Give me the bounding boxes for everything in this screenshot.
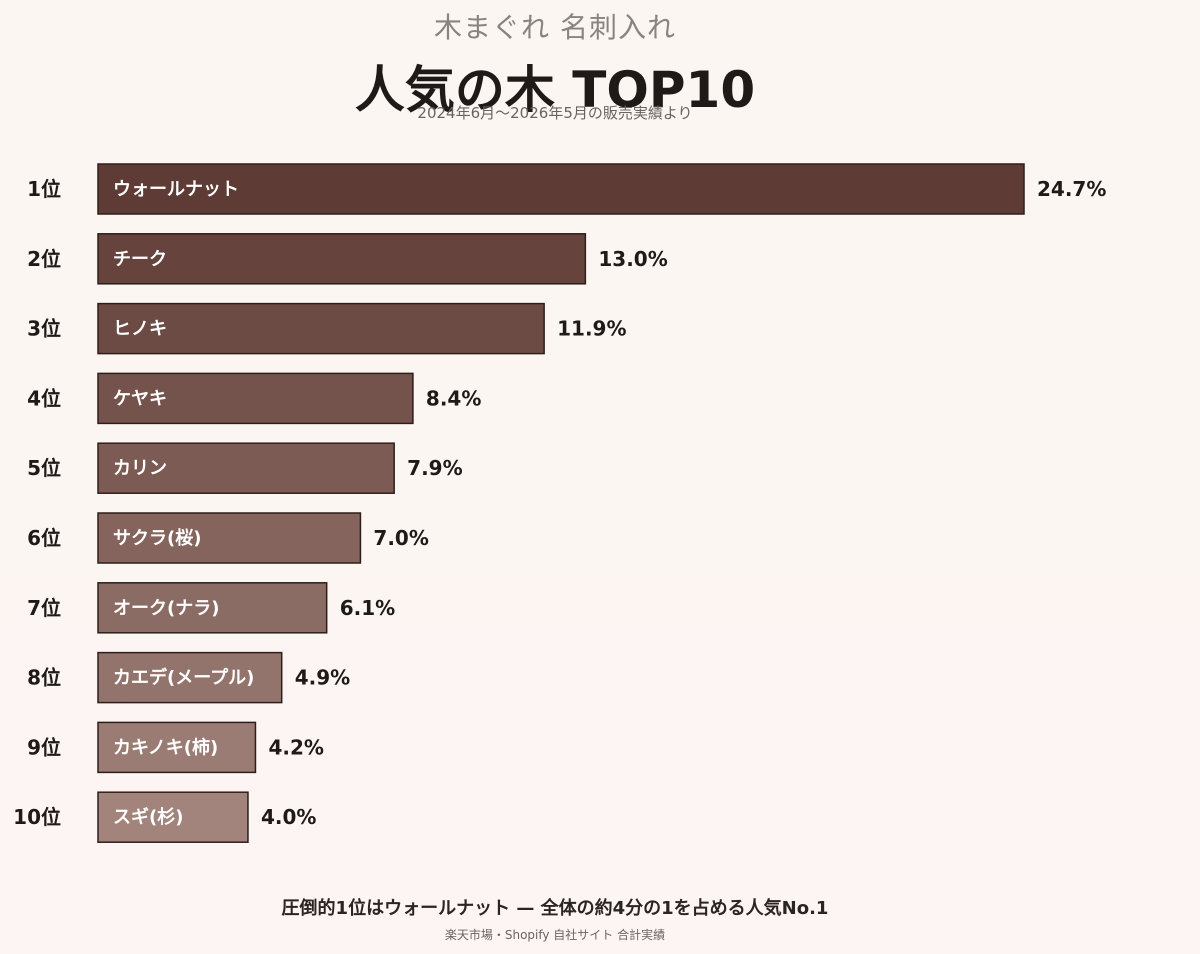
bar-category-label: チーク <box>113 249 167 270</box>
bar-value-label: 8.4% <box>426 386 481 410</box>
bar-category-label: オーク(ナラ) <box>113 598 219 619</box>
bar-category-label: カリン <box>113 458 167 479</box>
bar-category-label: カキノキ(柿) <box>113 736 218 758</box>
bar <box>97 302 545 355</box>
bar <box>97 442 395 494</box>
rank-label: 5位 <box>27 456 61 480</box>
bar-value-label: 4.2% <box>268 735 323 759</box>
bar-category-label: サクラ(桜) <box>113 527 201 549</box>
bar-value-label: 4.9% <box>295 666 350 690</box>
bar <box>97 721 257 774</box>
bar-value-label: 7.0% <box>373 526 428 550</box>
bar-category-label: ヒノキ <box>113 319 167 340</box>
footer-note: 圧倒的1位はウォールナット — 全体の約4分の1を占める人気No.1 <box>281 898 829 919</box>
rank-label: 7位 <box>27 596 61 620</box>
bar <box>97 163 1025 215</box>
bar-value-label: 7.9% <box>407 456 462 480</box>
bar-value-label: 6.1% <box>340 596 395 620</box>
bar-category-label: ケヤキ <box>113 388 167 409</box>
rank-label: 1位 <box>27 177 61 201</box>
rank-label: 9位 <box>27 735 61 759</box>
bar-category-label: スギ(杉) <box>113 806 183 828</box>
chart-category: 木まぐれ 名刺入れ <box>434 11 676 44</box>
chart-title: 人気の木 TOP10 <box>354 61 756 119</box>
bar <box>97 582 328 634</box>
bar <box>97 791 249 843</box>
bar-value-label: 13.0% <box>598 247 667 271</box>
bar-value-label: 24.7% <box>1037 177 1106 201</box>
rank-label: 2位 <box>27 247 61 271</box>
bar-category-label: カエデ(メープル) <box>113 667 254 689</box>
rank-label: 6位 <box>27 526 61 550</box>
bar-category-label: ウォールナット <box>113 179 239 200</box>
chart-period: 2024年6月〜2026年5月の販売実績より <box>417 104 693 122</box>
footer-source: 楽天市場・Shopify 自社サイト 合計実績 <box>444 928 666 942</box>
bar-value-label: 11.9% <box>557 317 626 341</box>
bar <box>97 651 283 704</box>
bar <box>97 372 414 425</box>
bar <box>97 512 362 564</box>
rank-label: 3位 <box>27 317 61 341</box>
rank-label: 8位 <box>27 666 61 690</box>
rank-label: 4位 <box>27 386 61 410</box>
bar-value-label: 4.0% <box>261 805 316 829</box>
rank-label: 10位 <box>13 805 61 829</box>
bar <box>97 233 587 285</box>
